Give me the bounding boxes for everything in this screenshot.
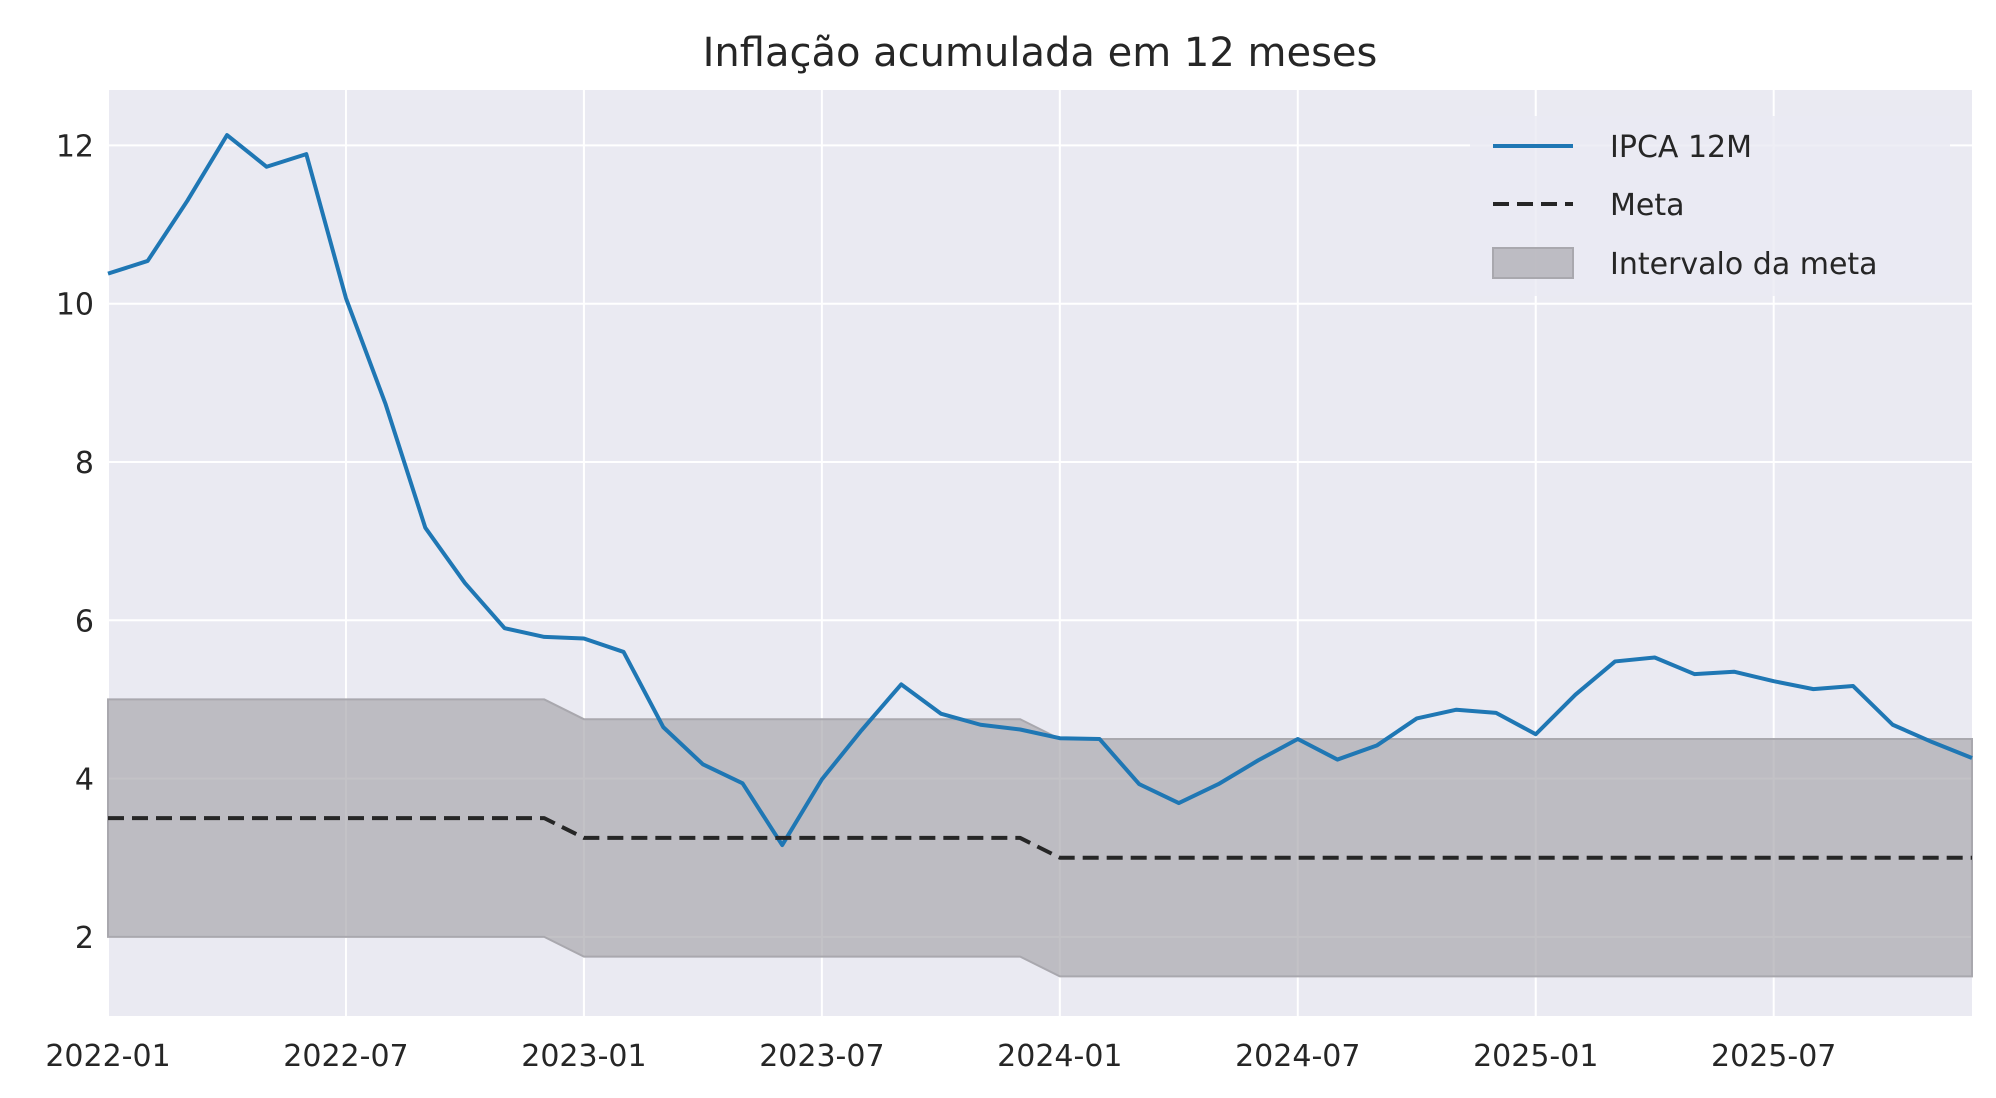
x-tick-label: 2023-01 — [521, 1039, 646, 1074]
y-axis-ticks: 2 4 6 8 10 12 — [56, 129, 94, 955]
target-band-layer — [107, 698, 1973, 978]
x-axis-ticks: 2022-01 2022-07 2023-01 2023-07 2024-01 2024-… — [45, 1039, 1836, 1074]
series-line-ipca — [107, 133, 1973, 848]
y-tick-label: 4 — [75, 763, 94, 798]
legend-label-meta: Meta — [1610, 188, 1685, 223]
x-tick-label: 2024-01 — [997, 1039, 1122, 1074]
y-tick-label: 8 — [75, 446, 94, 481]
y-tick-label: 2 — [75, 921, 94, 956]
y-tick-label: 10 — [56, 288, 94, 323]
legend-label-band: Intervalo da meta — [1610, 247, 1878, 282]
x-tick-label: 2025-07 — [1711, 1039, 1836, 1074]
x-tick-label: 2023-07 — [759, 1039, 884, 1074]
series-line-meta — [108, 816, 1972, 860]
y-tick-label: 6 — [75, 604, 94, 639]
legend: IPCA 12M Meta Intervalo da meta — [1470, 116, 1950, 296]
x-tick-label: 2022-01 — [45, 1039, 170, 1074]
x-tick-label: 2024-07 — [1235, 1039, 1360, 1074]
legend-swatch-band — [1492, 247, 1574, 279]
x-tick-label: 2025-01 — [1473, 1039, 1598, 1074]
chart-title: Inflação acumulada em 12 meses — [703, 30, 1378, 76]
target-band-area — [107, 698, 1973, 978]
y-tick-label: 12 — [56, 129, 94, 164]
legend-label-ipca: IPCA 12M — [1610, 130, 1752, 165]
x-tick-label: 2022-07 — [283, 1039, 408, 1074]
series-layer — [107, 133, 1973, 860]
